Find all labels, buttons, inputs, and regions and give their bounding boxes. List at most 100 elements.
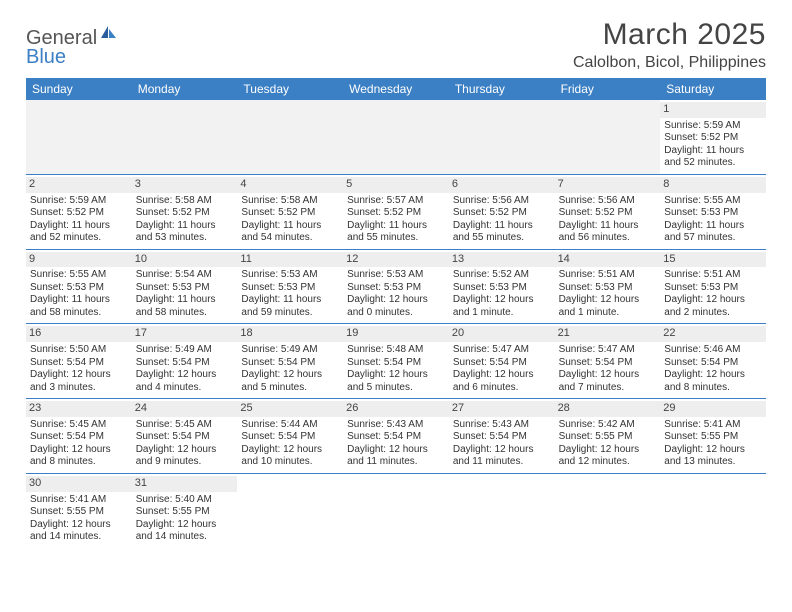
sunrise-text: Sunrise: 5:49 AM [136,344,234,357]
weekday-label: Thursday [449,78,555,100]
daylight-text: Daylight: 11 hours and 53 minutes. [136,220,234,245]
daylight-text: Daylight: 12 hours and 2 minutes. [664,294,762,319]
sunset-text: Sunset: 5:54 PM [347,431,445,444]
calendar-cell [449,474,555,548]
sunrise-text: Sunrise: 5:59 AM [30,195,128,208]
calendar-cell: 11Sunrise: 5:53 AMSunset: 5:53 PMDayligh… [237,250,343,325]
daylight-text: Daylight: 11 hours and 55 minutes. [347,220,445,245]
daylight-text: Daylight: 11 hours and 58 minutes. [30,294,128,319]
daylight-text: Daylight: 12 hours and 5 minutes. [241,369,339,394]
daylight-text: Daylight: 12 hours and 8 minutes. [664,369,762,394]
daylight-text: Daylight: 12 hours and 14 minutes. [30,519,128,544]
sunset-text: Sunset: 5:54 PM [30,431,128,444]
location: Calolbon, Bicol, Philippines [573,54,766,72]
sunset-text: Sunset: 5:54 PM [241,431,339,444]
daylight-text: Daylight: 12 hours and 0 minutes. [347,294,445,319]
month-title: March 2025 [573,18,766,52]
day-number: 3 [132,177,238,193]
calendar-cell [132,100,238,175]
calendar-cell: 16Sunrise: 5:50 AMSunset: 5:54 PMDayligh… [26,324,132,399]
day-number: 8 [660,177,766,193]
title-block: March 2025 Calolbon, Bicol, Philippines [573,18,766,72]
calendar-cell [343,474,449,548]
sunrise-text: Sunrise: 5:47 AM [559,344,657,357]
day-number: 12 [343,252,449,268]
sunset-text: Sunset: 5:54 PM [453,357,551,370]
sunset-text: Sunset: 5:54 PM [453,431,551,444]
calendar-cell: 24Sunrise: 5:45 AMSunset: 5:54 PMDayligh… [132,399,238,474]
sunset-text: Sunset: 5:52 PM [347,207,445,220]
daylight-text: Daylight: 11 hours and 54 minutes. [241,220,339,245]
daylight-text: Daylight: 11 hours and 58 minutes. [136,294,234,319]
day-number: 9 [26,252,132,268]
sunrise-text: Sunrise: 5:52 AM [453,269,551,282]
calendar-cell: 4Sunrise: 5:58 AMSunset: 5:52 PMDaylight… [237,175,343,250]
sunrise-text: Sunrise: 5:53 AM [347,269,445,282]
sunrise-text: Sunrise: 5:46 AM [664,344,762,357]
sunset-text: Sunset: 5:53 PM [664,282,762,295]
sunrise-text: Sunrise: 5:48 AM [347,344,445,357]
calendar-cell: 23Sunrise: 5:45 AMSunset: 5:54 PMDayligh… [26,399,132,474]
day-number: 19 [343,326,449,342]
calendar-cell: 31Sunrise: 5:40 AMSunset: 5:55 PMDayligh… [132,474,238,548]
calendar-cell: 12Sunrise: 5:53 AMSunset: 5:53 PMDayligh… [343,250,449,325]
daylight-text: Daylight: 12 hours and 14 minutes. [136,519,234,544]
calendar-cell: 1Sunrise: 5:59 AMSunset: 5:52 PMDaylight… [660,100,766,175]
sunset-text: Sunset: 5:54 PM [136,357,234,370]
sunset-text: Sunset: 5:54 PM [30,357,128,370]
daylight-text: Daylight: 11 hours and 52 minutes. [30,220,128,245]
sunrise-text: Sunrise: 5:40 AM [136,494,234,507]
calendar-cell [343,100,449,175]
calendar-cell: 17 Sunrise: 5:49 AMSunset: 5:54 PMDayligh… [132,324,238,399]
calendar-cell [237,474,343,548]
calendar-cell: 7Sunrise: 5:56 AMSunset: 5:52 PMDaylight… [555,175,661,250]
daylight-text: Daylight: 12 hours and 4 minutes. [136,369,234,394]
calendar-cell: 9Sunrise: 5:55 AMSunset: 5:53 PMDaylight… [26,250,132,325]
day-number: 22 [660,326,766,342]
sunrise-text: Sunrise: 5:41 AM [664,419,762,432]
sunrise-text: Sunrise: 5:54 AM [136,269,234,282]
sunrise-text: Sunrise: 5:59 AM [664,120,762,133]
sunset-text: Sunset: 5:54 PM [559,357,657,370]
weekday-label: Tuesday [237,78,343,100]
header: General March 2025 Calolbon, Bicol, Phil… [26,18,766,72]
calendar-cell [26,100,132,175]
sunrise-text: Sunrise: 5:43 AM [347,419,445,432]
sunrise-text: Sunrise: 5:47 AM [453,344,551,357]
calendar-cell: 8Sunrise: 5:55 AMSunset: 5:53 PMDaylight… [660,175,766,250]
sunset-text: Sunset: 5:53 PM [559,282,657,295]
calendar-cell [449,100,555,175]
day-number: 29 [660,401,766,417]
day-number: 4 [237,177,343,193]
calendar-cell: 18Sunrise: 5:49 AMSunset: 5:54 PMDayligh… [237,324,343,399]
daylight-text: Daylight: 12 hours and 3 minutes. [30,369,128,394]
sail-icon [99,24,117,42]
calendar-cell: 30Sunrise: 5:41 AMSunset: 5:55 PMDayligh… [26,474,132,548]
weekday-label: Friday [555,78,661,100]
day-number: 20 [449,326,555,342]
day-number: 17 [132,326,238,342]
sunset-text: Sunset: 5:52 PM [30,207,128,220]
daylight-text: Daylight: 12 hours and 8 minutes. [30,444,128,469]
sunset-text: Sunset: 5:53 PM [30,282,128,295]
logo-text-2: Blue [26,46,66,69]
day-number: 26 [343,401,449,417]
sunset-text: Sunset: 5:52 PM [664,132,762,145]
calendar-grid: 1Sunrise: 5:59 AMSunset: 5:52 PMDaylight… [26,100,766,548]
day-number: 7 [555,177,661,193]
daylight-text: Daylight: 11 hours and 57 minutes. [664,220,762,245]
sunset-text: Sunset: 5:53 PM [136,282,234,295]
sunrise-text: Sunrise: 5:45 AM [136,419,234,432]
day-number: 6 [449,177,555,193]
calendar-cell [555,100,661,175]
day-number: 11 [237,252,343,268]
sunset-text: Sunset: 5:52 PM [559,207,657,220]
weekday-label: Saturday [660,78,766,100]
daylight-text: Daylight: 12 hours and 11 minutes. [453,444,551,469]
daylight-text: Daylight: 12 hours and 13 minutes. [664,444,762,469]
sunrise-text: Sunrise: 5:49 AM [241,344,339,357]
day-number: 23 [26,401,132,417]
daylight-text: Daylight: 12 hours and 6 minutes. [453,369,551,394]
calendar-cell: 15Sunrise: 5:51 AMSunset: 5:53 PMDayligh… [660,250,766,325]
daylight-text: Daylight: 12 hours and 11 minutes. [347,444,445,469]
